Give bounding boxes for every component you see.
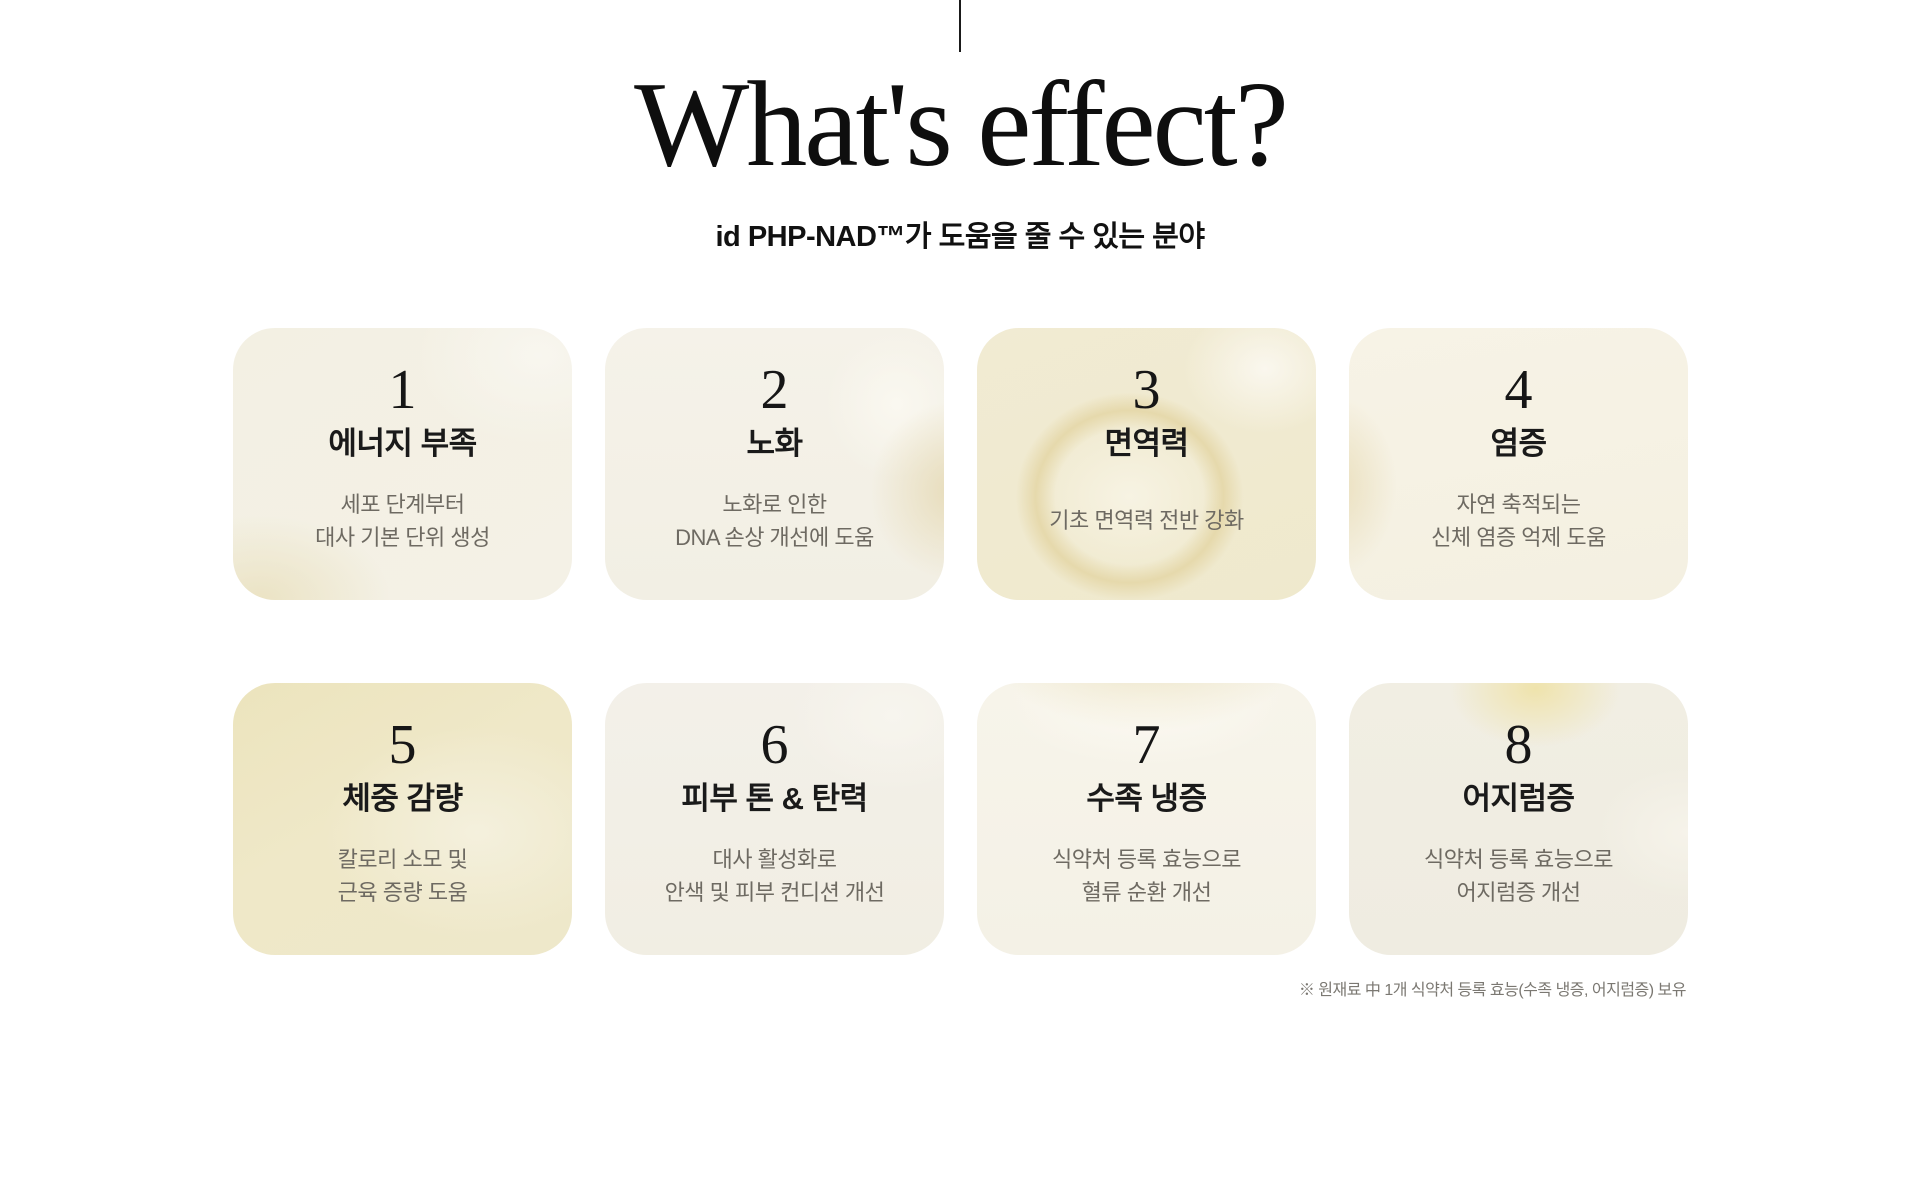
card-description-line: 대사 활성화로: [712, 846, 837, 872]
card-title: 면역력: [1104, 425, 1189, 461]
card-number: 5: [388, 714, 417, 776]
card-title: 염증: [1490, 425, 1547, 461]
card-title: 피부 톤 & 탄력: [681, 780, 868, 816]
card-description-line: 노화로 인한: [722, 491, 827, 517]
card-description: 대사 활성화로 안색 및 피부 컨디션 개선: [605, 822, 944, 955]
card-description-line: 기초 면역력 전반 강화: [1049, 508, 1244, 534]
card-title: 어지럼증: [1462, 780, 1575, 816]
card-number: 7: [1132, 714, 1161, 776]
card-number: 1: [388, 359, 417, 421]
card-description-line: 자연 축적되는: [1456, 491, 1581, 517]
card-description: 기초 면역력 전반 강화: [977, 467, 1316, 600]
effect-card-3: 3 면역력 기초 면역력 전반 강화: [977, 328, 1316, 600]
card-description: 자연 축적되는 신체 염증 억제 도움: [1349, 467, 1688, 600]
card-description: 칼로리 소모 및 근육 증량 도움: [233, 822, 572, 955]
effect-card-5: 5 체중 감량 칼로리 소모 및 근육 증량 도움: [233, 683, 572, 955]
card-title: 노화: [746, 425, 803, 461]
card-description-line: 혈류 순환 개선: [1081, 879, 1212, 905]
effect-card-6: 6 피부 톤 & 탄력 대사 활성화로 안색 및 피부 컨디션 개선: [605, 683, 944, 955]
effect-cards-grid: 1 에너지 부족 세포 단계부터 대사 기본 단위 생성 2 노화 노화로 인한…: [233, 328, 1688, 955]
card-title: 에너지 부족: [328, 425, 477, 461]
card-description: 식약처 등록 효능으로 혈류 순환 개선: [977, 822, 1316, 955]
top-divider-line: [959, 0, 961, 52]
effect-card-4: 4 염증 자연 축적되는 신체 염증 억제 도움: [1349, 328, 1688, 600]
card-title: 수족 냉증: [1086, 780, 1207, 816]
card-description-line: 대사 기본 단위 생성: [315, 524, 490, 550]
page-title: What's effect?: [634, 57, 1289, 192]
card-description: 노화로 인한 DNA 손상 개선에 도움: [605, 467, 944, 600]
card-description-line: 세포 단계부터: [340, 491, 465, 517]
page-subtitle: id PHP-NAD™가 도움을 줄 수 있는 분야: [715, 221, 1205, 253]
effect-card-8: 8 어지럼증 식약처 등록 효능으로 어지럼증 개선: [1349, 683, 1688, 955]
card-number: 8: [1504, 714, 1533, 776]
card-number: 4: [1504, 359, 1533, 421]
card-number: 3: [1132, 359, 1161, 421]
card-description-line: DNA 손상 개선에 도움: [675, 524, 874, 550]
card-description-line: 신체 염증 억제 도움: [1431, 524, 1606, 550]
effect-card-1: 1 에너지 부족 세포 단계부터 대사 기본 단위 생성: [233, 328, 572, 600]
effect-card-2: 2 노화 노화로 인한 DNA 손상 개선에 도움: [605, 328, 944, 600]
card-description-line: 식약처 등록 효능으로: [1052, 846, 1241, 872]
regulatory-footnote: ※ 원재료 中 1개 식약처 등록 효능(수족 냉증, 어지럼증) 보유: [1298, 982, 1687, 999]
card-number: 2: [760, 359, 789, 421]
effect-card-7: 7 수족 냉증 식약처 등록 효능으로 혈류 순환 개선: [977, 683, 1316, 955]
card-number: 6: [760, 714, 789, 776]
card-description-line: 식약처 등록 효능으로: [1424, 846, 1613, 872]
card-description-line: 칼로리 소모 및: [337, 846, 468, 872]
card-description: 식약처 등록 효능으로 어지럼증 개선: [1349, 822, 1688, 955]
card-description-line: 안색 및 피부 컨디션 개선: [664, 879, 885, 905]
card-description-line: 어지럼증 개선: [1456, 879, 1581, 905]
card-title: 체중 감량: [342, 780, 463, 816]
card-description-line: 근육 증량 도움: [337, 879, 468, 905]
card-description: 세포 단계부터 대사 기본 단위 생성: [233, 467, 572, 600]
